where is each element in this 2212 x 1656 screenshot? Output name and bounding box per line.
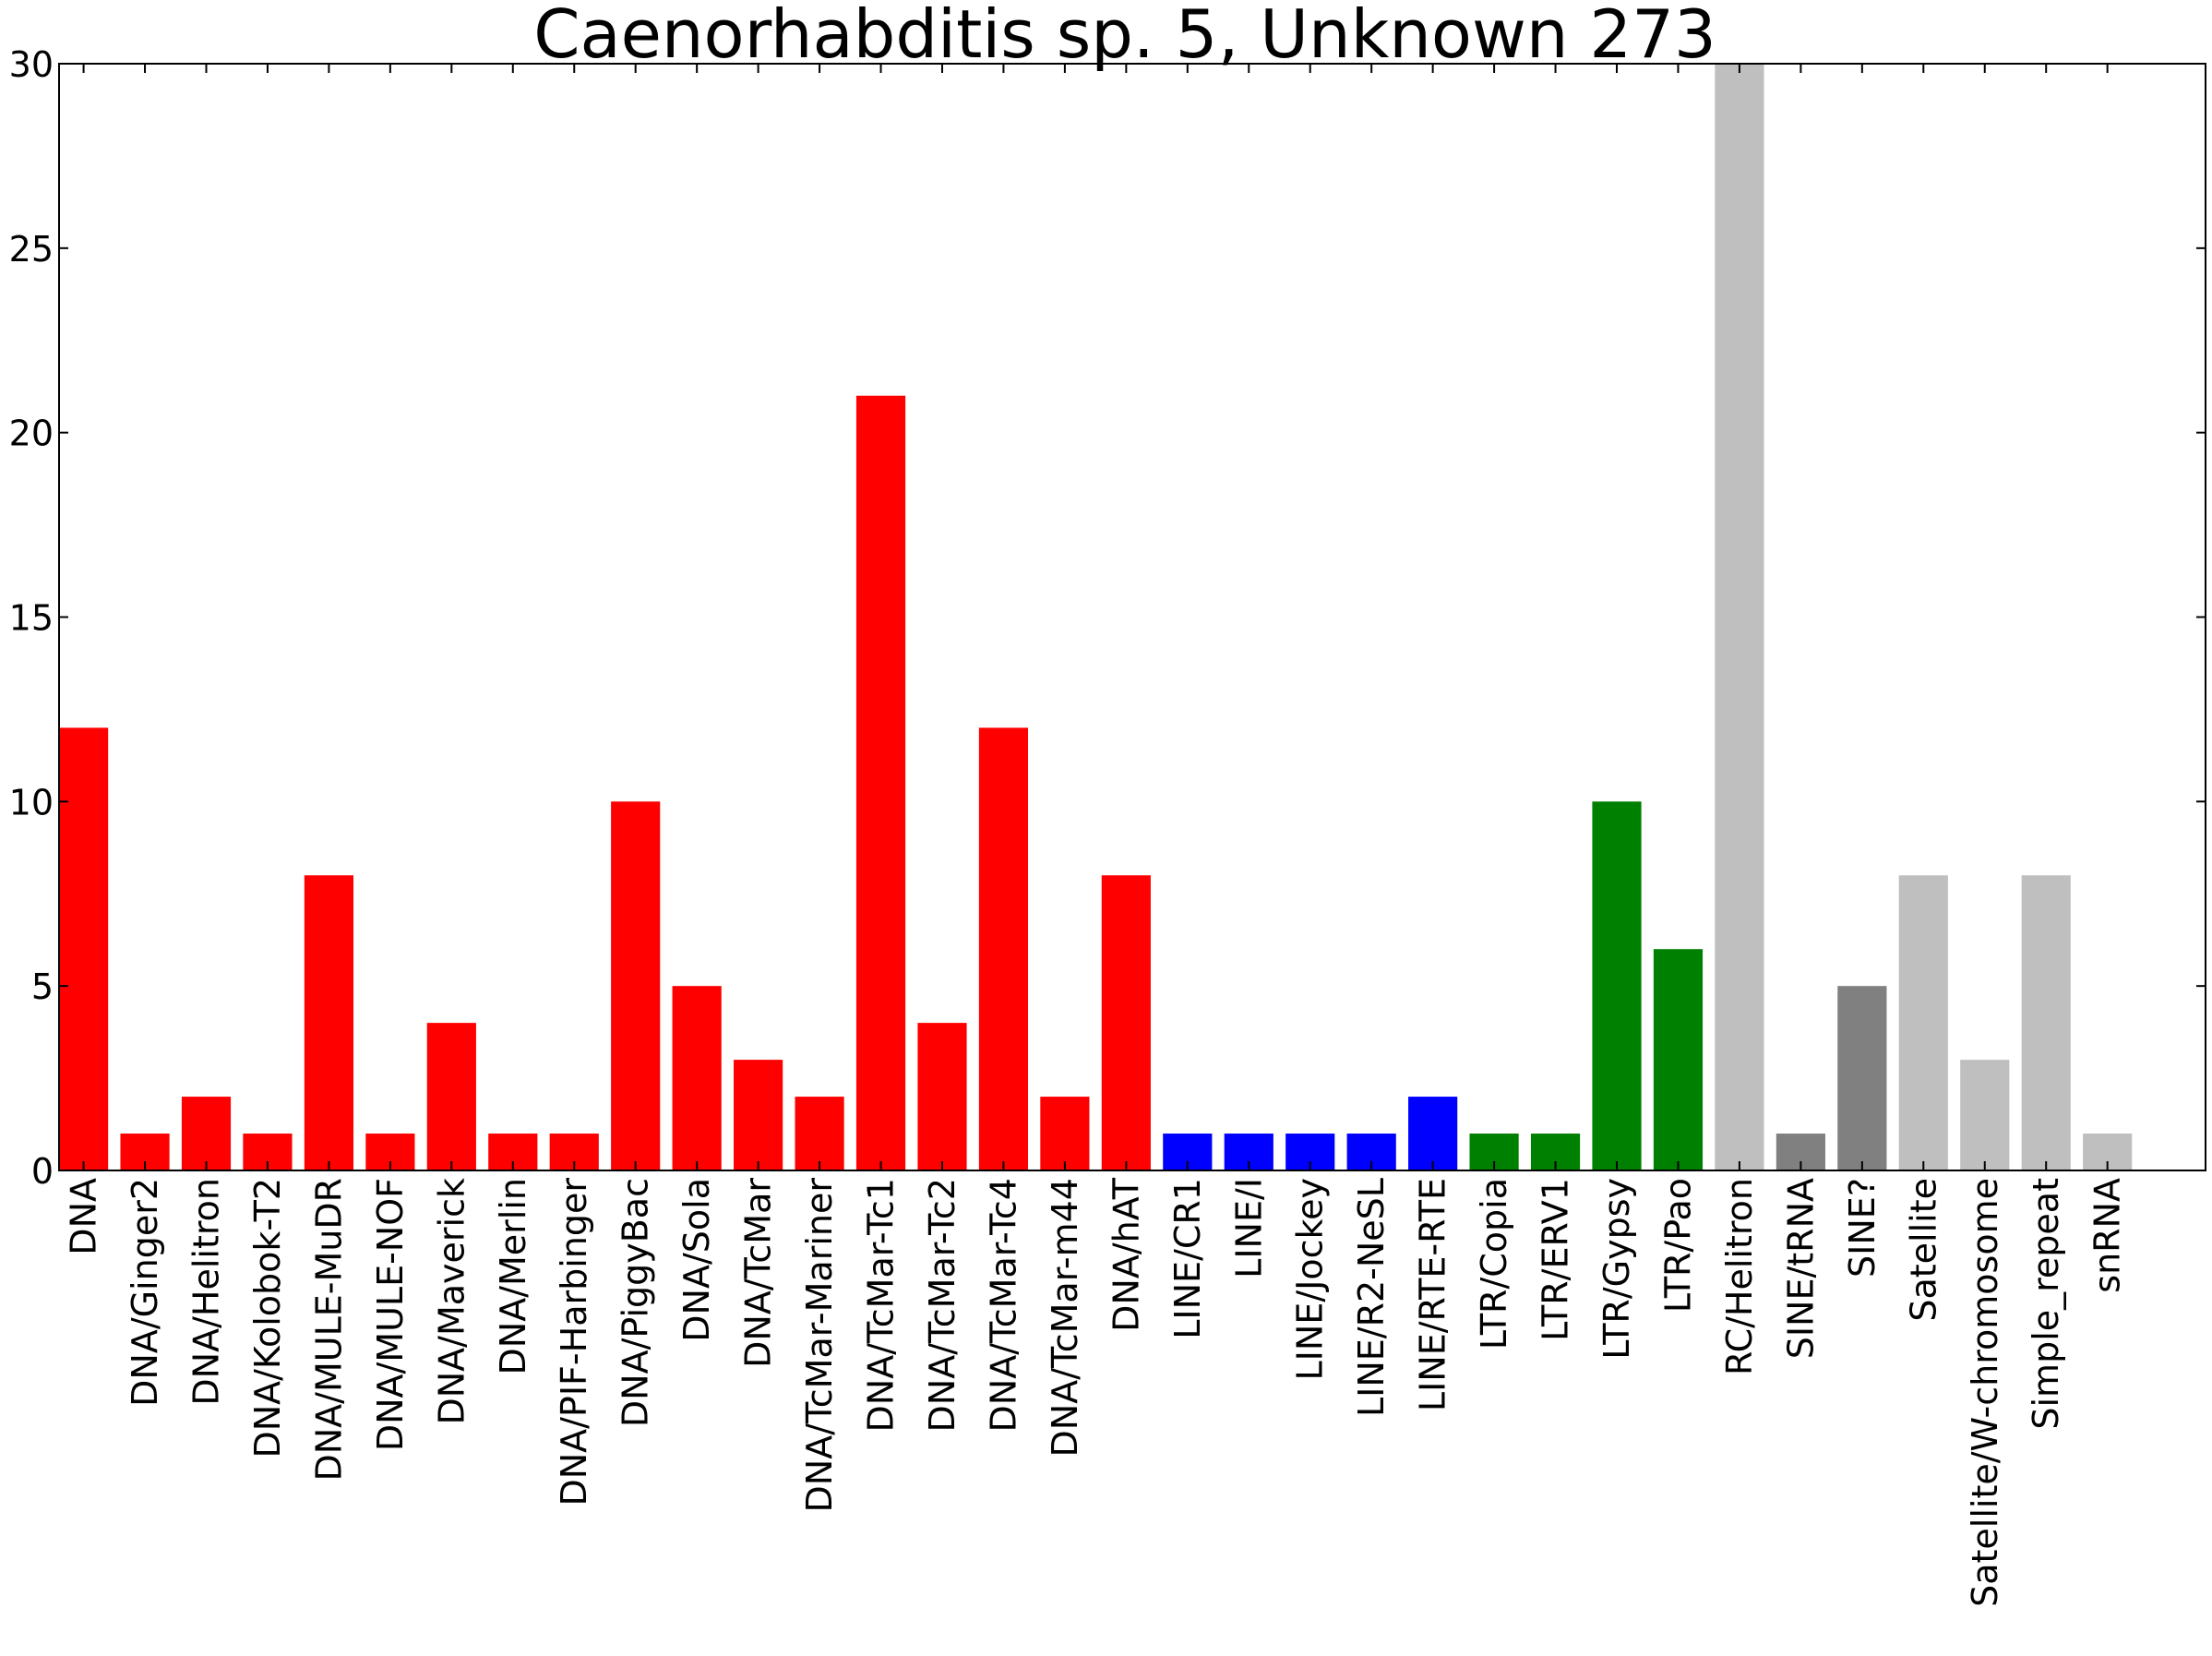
x-tick-label: LTR/Gypsy: [1596, 1178, 1637, 1360]
bar: [1040, 1097, 1090, 1170]
x-tick-label: DNA/Helitron: [185, 1178, 226, 1406]
x-tick-label: LTR/Pao: [1657, 1178, 1698, 1313]
x-tick-label: DNA/TcMar-Tc1: [861, 1178, 902, 1432]
x-tick-label: DNA/MULE-NOF: [370, 1178, 411, 1451]
y-tick-label: 0: [31, 1151, 54, 1192]
y-tick-label: 10: [9, 782, 54, 822]
bars-group: [59, 64, 2133, 1170]
x-tick-label: DNA/TcMar-Mariner: [799, 1178, 840, 1513]
x-tick-label: DNA/TcMar-Tc2: [922, 1178, 963, 1432]
bar: [978, 727, 1029, 1170]
x-tick-label: DNA/Ginger2: [125, 1178, 165, 1407]
x-tick-label: SINE/tRNA: [1780, 1178, 1821, 1359]
x-tick-label: LINE/I: [1228, 1178, 1269, 1278]
bar: [1592, 801, 1642, 1170]
x-tick-label: DNA/TcMar-Tc4: [983, 1178, 1023, 1432]
bar: [1898, 875, 1948, 1170]
x-tick-label: LINE/RTE-RTE: [1413, 1178, 1453, 1411]
x-tick-label: DNA/TcMar-m44: [1045, 1178, 1085, 1457]
x-tick-label: Satellite/W-chromosome: [1965, 1178, 2005, 1607]
y-tick-label: 30: [9, 44, 54, 85]
x-tick-label: snRNA: [2087, 1178, 2128, 1293]
x-tick-label: DNA/hAT: [1106, 1177, 1146, 1332]
chart-title: Caenorhabditis sp. 5, Unknown 273: [533, 0, 1716, 73]
bar: [304, 875, 353, 1170]
x-tick-label: DNA/MULE-MuDR: [308, 1178, 349, 1482]
bar: [795, 1097, 844, 1170]
bar: [1715, 64, 1764, 1170]
x-tick-label: DNA: [64, 1178, 104, 1255]
x-tick-label: LINE/Jockey: [1290, 1178, 1331, 1380]
x-tick-label: DNA/Sola: [676, 1178, 717, 1342]
x-tick-label: DNA/Kolobok-T2: [247, 1178, 288, 1458]
x-tick-label: LINE/R2-NeSL: [1351, 1178, 1392, 1417]
x-tick-label: DNA/PiggyBac: [616, 1178, 656, 1427]
bar: [611, 801, 661, 1170]
bar: [734, 1060, 783, 1170]
y-tick-label: 5: [31, 966, 54, 1007]
y-tick-label: 20: [9, 414, 54, 454]
x-tick-label: Simple_repeat: [2026, 1178, 2066, 1430]
x-tick-label: LTR/Copia: [1474, 1178, 1514, 1350]
y-axis-ticks: 0 5 10 15 20 25 30: [9, 44, 2206, 1192]
x-tick-label: DNA/PIF-Harbinger: [554, 1178, 594, 1506]
bar: [181, 1097, 232, 1170]
plot-frame: [58, 63, 2206, 1171]
bar: [855, 395, 906, 1170]
y-tick-label: 15: [9, 598, 54, 639]
bar: [426, 1023, 476, 1170]
bar: [672, 986, 722, 1170]
bar: [917, 1023, 967, 1170]
x-tick-label: DNA/Maverick: [431, 1178, 472, 1425]
bar: [1837, 986, 1887, 1170]
x-axis-labels: DNA DNA/Ginger2 DNA/Helitron DNA/Kolobok-T2…: [64, 64, 2128, 1607]
bar: [1960, 1060, 2010, 1170]
x-tick-label: LINE/CR1: [1167, 1178, 1208, 1339]
bar: [1408, 1097, 1458, 1170]
x-tick-label: DNA/TcMar: [738, 1178, 779, 1368]
x-tick-label: SINE?: [1842, 1178, 1883, 1278]
bar: [2021, 875, 2071, 1170]
bar: [1101, 875, 1151, 1170]
bar: [1653, 949, 1704, 1170]
x-tick-label: RC/Helitron: [1719, 1178, 1760, 1375]
bar: [59, 727, 109, 1170]
x-tick-label: Satellite: [1903, 1178, 1943, 1322]
y-tick-label: 25: [9, 229, 54, 270]
x-tick-label: DNA/Merlin: [493, 1178, 533, 1374]
x-tick-label: LTR/ERV1: [1536, 1178, 1576, 1341]
